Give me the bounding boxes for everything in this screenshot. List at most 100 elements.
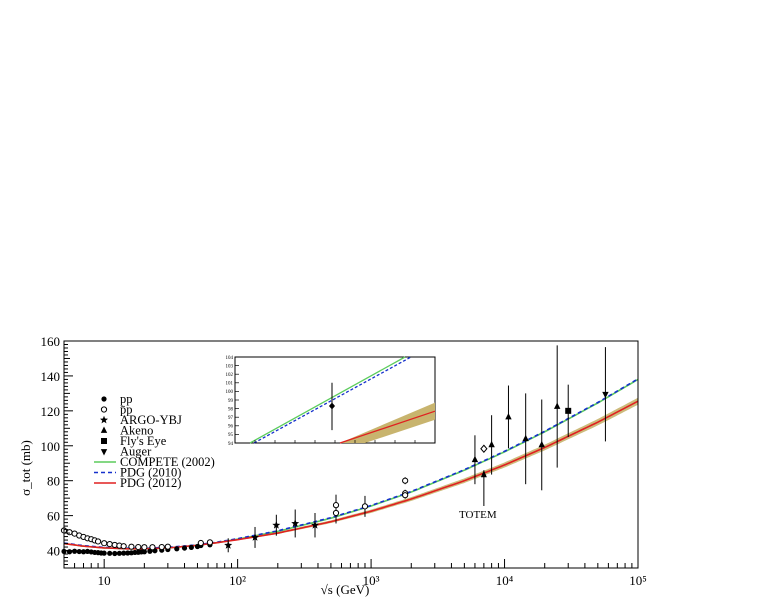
data-point-p-p	[158, 543, 165, 551]
data-point-pp	[181, 545, 188, 551]
data-point-p-p	[135, 543, 142, 551]
legend-label: p̄p	[120, 403, 133, 417]
data-point-akeno	[553, 402, 561, 409]
data-point-pp	[80, 549, 87, 555]
data-point-akeno	[488, 440, 495, 448]
y-tick-label: 140	[41, 369, 61, 384]
data-point-pp	[125, 550, 131, 556]
inset-plot: 94 95 96 97 98 99 100 101 102 103 104	[226, 356, 436, 447]
data-point-pp	[141, 549, 147, 555]
legend-marker-argo-ybj	[100, 415, 108, 424]
data-point-p-p	[332, 509, 340, 517]
data-point-pp	[71, 548, 78, 554]
data-point-argo-ybj	[311, 521, 319, 529]
data-point-akeno	[522, 434, 529, 442]
y-tick-label: 60	[47, 509, 60, 524]
x-tick-label: 10	[98, 573, 111, 588]
y-tick-label: 40	[47, 544, 60, 559]
data-point-pp	[101, 550, 107, 556]
data-point-totem	[480, 444, 488, 454]
data-point-p-p	[402, 492, 409, 499]
data-points-group	[60, 391, 609, 557]
data-point-p-p	[66, 529, 73, 536]
totem-arrow-head	[480, 470, 487, 478]
legend-label: Akeno	[120, 424, 153, 438]
inset-y-tick-label: 100	[226, 390, 234, 395]
data-point-p-p	[120, 543, 127, 550]
legend-marker-fly-s-eye	[101, 438, 107, 444]
inset-y-tick-label: 98	[228, 407, 234, 412]
data-point-p-p	[94, 538, 102, 545]
legend-marker-akeno	[100, 426, 108, 433]
inset-y-tick-label: 97	[228, 416, 234, 421]
legend-marker-p-p	[100, 406, 108, 413]
data-point-argo-ybj	[251, 533, 259, 541]
legend-marker-pp	[101, 396, 107, 402]
axis-ticks-group: 10 10² 10³ 10⁴ 10⁵ 40 60 80 100 120 140 160	[41, 334, 647, 588]
plot-frame	[63, 340, 639, 569]
legend-label: PDG (2012)	[120, 476, 181, 490]
legend-label: Auger	[120, 445, 152, 459]
y-tick-label: 120	[41, 404, 61, 419]
plot-frame-group	[63, 340, 639, 569]
x-tick-label: 10³	[363, 573, 380, 588]
inset-y-tick-label: 96	[228, 425, 234, 430]
data-point-pp	[107, 550, 113, 556]
inset-y-tick-label: 104	[226, 356, 234, 361]
x-tick-label: 10⁵	[629, 573, 647, 588]
data-point-akeno	[505, 412, 512, 420]
data-point-p-p	[402, 477, 409, 484]
data-point-argo-ybj	[224, 541, 233, 549]
y-tick-label: 80	[47, 474, 60, 489]
data-point-fly-s-eye	[565, 407, 572, 414]
legend-label: pp	[120, 392, 133, 406]
data-point-p-p	[106, 540, 113, 548]
x-tick-label: 10⁴	[496, 573, 514, 588]
y-axis-label: σ_tot (mb)	[18, 440, 33, 496]
totem-annotation: TOTEM	[459, 509, 497, 521]
legend-label: PDG (2010)	[120, 466, 181, 480]
data-point-akeno	[538, 440, 545, 448]
inset-compete-line	[249, 356, 406, 444]
data-point-p-p	[101, 540, 108, 547]
data-point-pp	[112, 550, 118, 557]
inset-y-tick-label: 101	[226, 382, 234, 387]
inset-frame	[234, 356, 436, 444]
x-axis-label: √s (GeV)	[321, 582, 370, 597]
legend-label: COMPETE (2002)	[120, 455, 215, 469]
inset-pdg2012-line	[339, 410, 436, 444]
legend-label: Fly's Eye	[120, 434, 167, 448]
data-point-argo-ybj	[291, 519, 300, 527]
data-point-p-p	[332, 502, 340, 509]
data-point-p-p	[206, 539, 214, 546]
data-point-akeno	[471, 455, 479, 463]
y-tick-label: 160	[41, 334, 61, 349]
x-tick-label: 10²	[229, 573, 246, 588]
data-point-pp	[76, 548, 82, 555]
data-point-pp	[121, 550, 127, 556]
legend-label: ARGO-YBJ	[120, 413, 182, 427]
inset-y-tick-label: 102	[226, 373, 234, 378]
data-point-p-p	[149, 544, 156, 551]
data-point-p-p	[128, 543, 135, 550]
data-point-p-p	[361, 503, 369, 510]
data-point-p-p	[197, 539, 204, 547]
inset-data-point	[329, 402, 335, 410]
y-tick-label: 100	[41, 439, 61, 454]
data-point-pp	[188, 544, 194, 550]
inset-y-tick-label: 94	[228, 442, 234, 447]
data-point-p-p	[164, 543, 171, 550]
data-point-p-p	[141, 544, 148, 551]
inset-error-band	[340, 402, 435, 443]
fit-curve-pdg-2010-	[63, 378, 639, 550]
data-point-auger	[602, 391, 609, 399]
inset-y-tick-label: 99	[228, 399, 234, 404]
data-point-pp	[174, 546, 180, 552]
data-point-argo-ybj	[272, 521, 281, 529]
data-point-pp	[116, 550, 122, 556]
legend-marker-auger	[100, 449, 108, 456]
inset-y-tick-label: 103	[226, 364, 234, 369]
inset-y-tick-label: 95	[228, 433, 234, 438]
